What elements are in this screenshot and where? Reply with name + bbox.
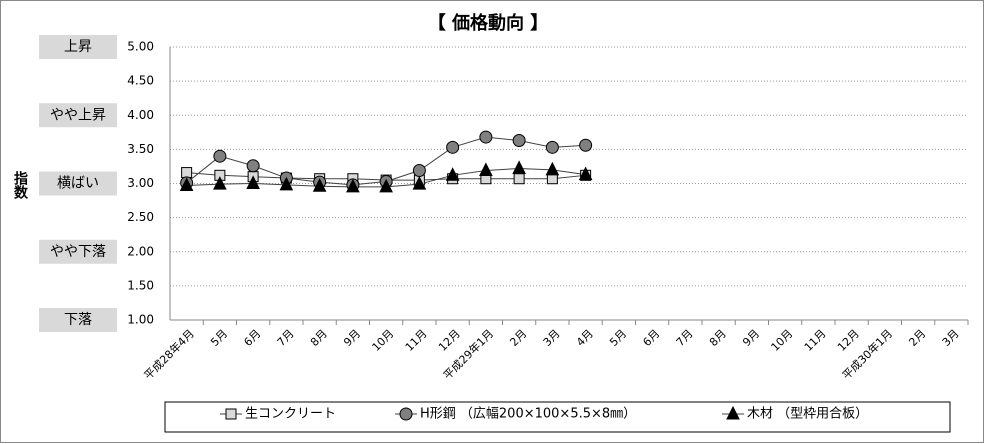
marker (213, 176, 227, 190)
marker (279, 176, 294, 191)
level-box (39, 103, 117, 128)
marker (379, 178, 393, 193)
marker (346, 178, 360, 193)
legend-box (164, 401, 951, 433)
marker (545, 140, 559, 154)
level-box (39, 171, 117, 196)
legend-label: 生コンクリート (245, 407, 336, 422)
y-tick-label: 4.50 (127, 74, 154, 88)
y-tick-label: 1.00 (127, 313, 154, 327)
legend-label: H形鋼 （広幅200×100×5.5×8㎜） (420, 407, 636, 422)
level-box (39, 239, 117, 264)
marker (545, 161, 560, 176)
marker (512, 160, 526, 174)
marker (246, 159, 260, 173)
marker (225, 408, 237, 420)
marker (399, 407, 413, 421)
marker (479, 130, 493, 144)
marker (412, 164, 426, 178)
y-tick-label: 3.00 (127, 176, 154, 190)
y-tick-label: 2.00 (127, 244, 154, 258)
y-axis-label: 指数 (12, 170, 28, 200)
y-tick-label: 1.50 (127, 278, 154, 292)
marker (213, 149, 227, 163)
y-tick-label: 2.50 (127, 210, 154, 224)
level-box (39, 35, 117, 59)
marker (579, 138, 593, 152)
y-tick-label: 3.50 (127, 142, 154, 156)
marker (246, 175, 260, 189)
level-label: 横ばい (57, 176, 99, 192)
marker (479, 162, 493, 177)
level-label: 下落 (64, 312, 92, 328)
marker (312, 178, 327, 192)
level-box (39, 308, 117, 332)
marker (512, 134, 526, 148)
level-label: やや下落 (50, 244, 106, 260)
marker (412, 176, 427, 190)
y-tick-label: 4.00 (127, 108, 154, 122)
legend-label: 木材 （型枠用合板） (747, 407, 868, 422)
level-label: 上昇 (64, 39, 92, 55)
marker (726, 405, 740, 420)
marker (578, 166, 593, 181)
marker (513, 173, 525, 185)
marker (179, 177, 194, 192)
marker (446, 140, 460, 154)
level-label: やや上昇 (50, 107, 106, 123)
marker (445, 167, 460, 181)
y-tick-label: 5.00 (127, 40, 154, 54)
marker (181, 167, 193, 179)
chart-title: 【 価格動向 】 (428, 12, 549, 34)
